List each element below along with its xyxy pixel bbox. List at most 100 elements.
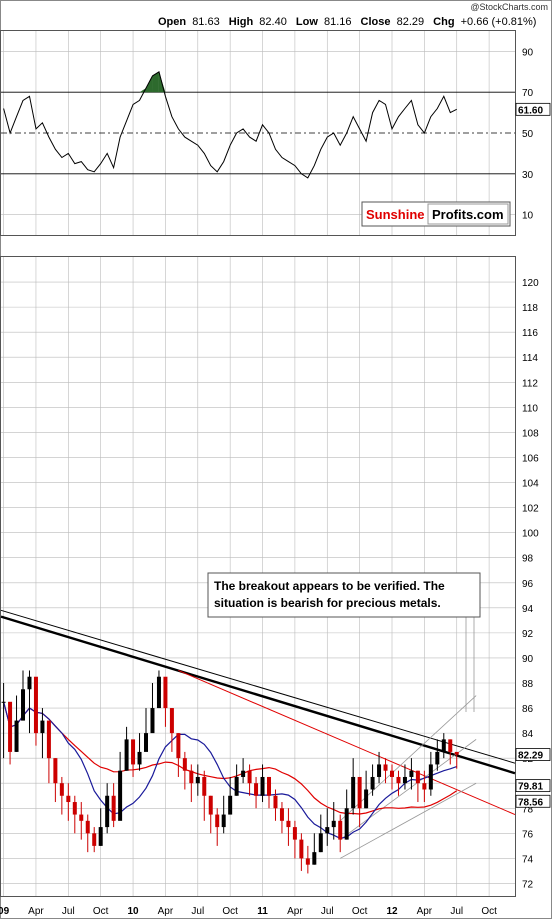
open-value: 81.63	[192, 16, 220, 28]
candle-body	[422, 783, 427, 790]
rsi-tick-label: 50	[522, 129, 534, 140]
candle-body	[299, 839, 304, 859]
rsi-last-value: 61.60	[518, 105, 543, 116]
x-tick-label: Apr	[417, 906, 433, 917]
red-trend-line	[178, 670, 516, 816]
price-tick-label: 120	[522, 278, 539, 289]
price-tick-label: 108	[522, 428, 539, 439]
candle-body	[383, 764, 388, 771]
candle-body	[415, 770, 420, 784]
ma-short-value: 78.56	[518, 797, 543, 808]
price-tick-label: 98	[522, 554, 534, 565]
candle-body	[441, 739, 446, 752]
ma-long-value: 79.81	[518, 782, 543, 793]
candle-body	[267, 776, 272, 796]
rsi-layer	[3, 71, 457, 179]
channel-lower	[340, 782, 477, 859]
price-tick-label: 72	[522, 879, 534, 890]
candle-body	[176, 733, 181, 759]
x-tick-label: Jul	[450, 906, 463, 917]
candle-body	[344, 808, 349, 840]
candle-body	[131, 739, 136, 765]
price-tick-label: 96	[522, 579, 534, 590]
candle-body	[254, 783, 259, 796]
price-tick-label: 118	[522, 303, 538, 314]
candle-body	[351, 776, 356, 809]
rsi-tick-label: 70	[522, 88, 534, 99]
low-value: 81.16	[324, 16, 352, 28]
candle-body	[85, 820, 90, 834]
x-tick-label: 12	[386, 906, 398, 917]
rsi-tick-label: 90	[522, 47, 534, 58]
x-tick-label: Oct	[222, 906, 238, 917]
chg-label: Chg	[433, 16, 454, 28]
x-tick-label: 09	[0, 906, 10, 917]
candle-body	[124, 739, 129, 771]
price-tick-label: 86	[522, 704, 534, 715]
candle-body	[221, 814, 226, 828]
close-value: 82.29	[397, 16, 425, 28]
candle-body	[33, 676, 38, 734]
low-label: Low	[296, 16, 318, 28]
x-tick-label: Oct	[352, 906, 368, 917]
candle-body	[163, 676, 168, 709]
candle-body	[182, 758, 187, 771]
x-tick-label: 10	[127, 906, 139, 917]
chg-value: +0.66 (+0.81%)	[461, 16, 537, 28]
candle-body	[195, 776, 200, 784]
grid-lines	[1, 31, 515, 896]
x-tick-label: Apr	[287, 906, 303, 917]
rsi-overbought-fill	[152, 71, 159, 93]
candle-body	[338, 820, 343, 840]
candle-body	[234, 776, 239, 796]
candle-body	[279, 808, 284, 821]
candle-body	[435, 751, 440, 765]
x-tick-label: Apr	[158, 906, 174, 917]
price-tick-label: 84	[522, 729, 534, 740]
candle-body	[208, 795, 213, 815]
price-tick-label: 74	[522, 854, 534, 865]
candle-body	[105, 795, 110, 828]
price-panel	[0, 256, 516, 897]
candle-body	[318, 833, 323, 853]
x-tick-label: Jul	[191, 906, 204, 917]
candle-body	[79, 814, 84, 821]
open-label: Open	[158, 16, 186, 28]
candle-body	[40, 720, 45, 734]
candle-body	[286, 820, 291, 828]
price-header: Open 81.63 High 82.40 Low 81.16 Close 82…	[158, 16, 536, 28]
price-tick-label: 112	[522, 378, 538, 389]
price-tick-label: 106	[522, 453, 539, 464]
candle-body	[228, 795, 233, 815]
candle-body	[370, 776, 375, 790]
price-tick-label: 92	[522, 629, 534, 640]
candle-body	[53, 758, 58, 784]
candle-body	[448, 739, 453, 752]
rsi-tick-label: 30	[522, 170, 534, 181]
candle-body	[14, 720, 19, 752]
x-tick-label: Apr	[28, 906, 44, 917]
svg-text:Open 81.63 High: Open 81.63 High 82.40 Low 81.16 Close 82…	[158, 16, 536, 28]
logo-part1: Sunshine	[366, 207, 425, 222]
candle-body	[454, 751, 459, 755]
candle-body	[325, 827, 330, 834]
candle-body	[169, 708, 174, 734]
ma-short-badge	[515, 794, 551, 808]
x-tick-label: Jul	[62, 906, 75, 917]
candle-body	[27, 676, 32, 690]
x-tick-label: Oct	[481, 906, 497, 917]
price-tick-label: 102	[522, 504, 539, 515]
price-tick-label: 90	[522, 654, 534, 665]
candle-body	[137, 751, 142, 765]
candle-body	[189, 770, 194, 784]
high-value: 82.40	[259, 16, 287, 28]
candle-body	[1, 701, 6, 703]
candle-body	[390, 770, 395, 777]
candle-body	[241, 770, 246, 777]
candle-body	[66, 795, 71, 803]
candle-body	[156, 676, 161, 709]
candle-body	[402, 776, 407, 784]
candle-body	[331, 820, 336, 828]
candle-body	[396, 776, 401, 784]
